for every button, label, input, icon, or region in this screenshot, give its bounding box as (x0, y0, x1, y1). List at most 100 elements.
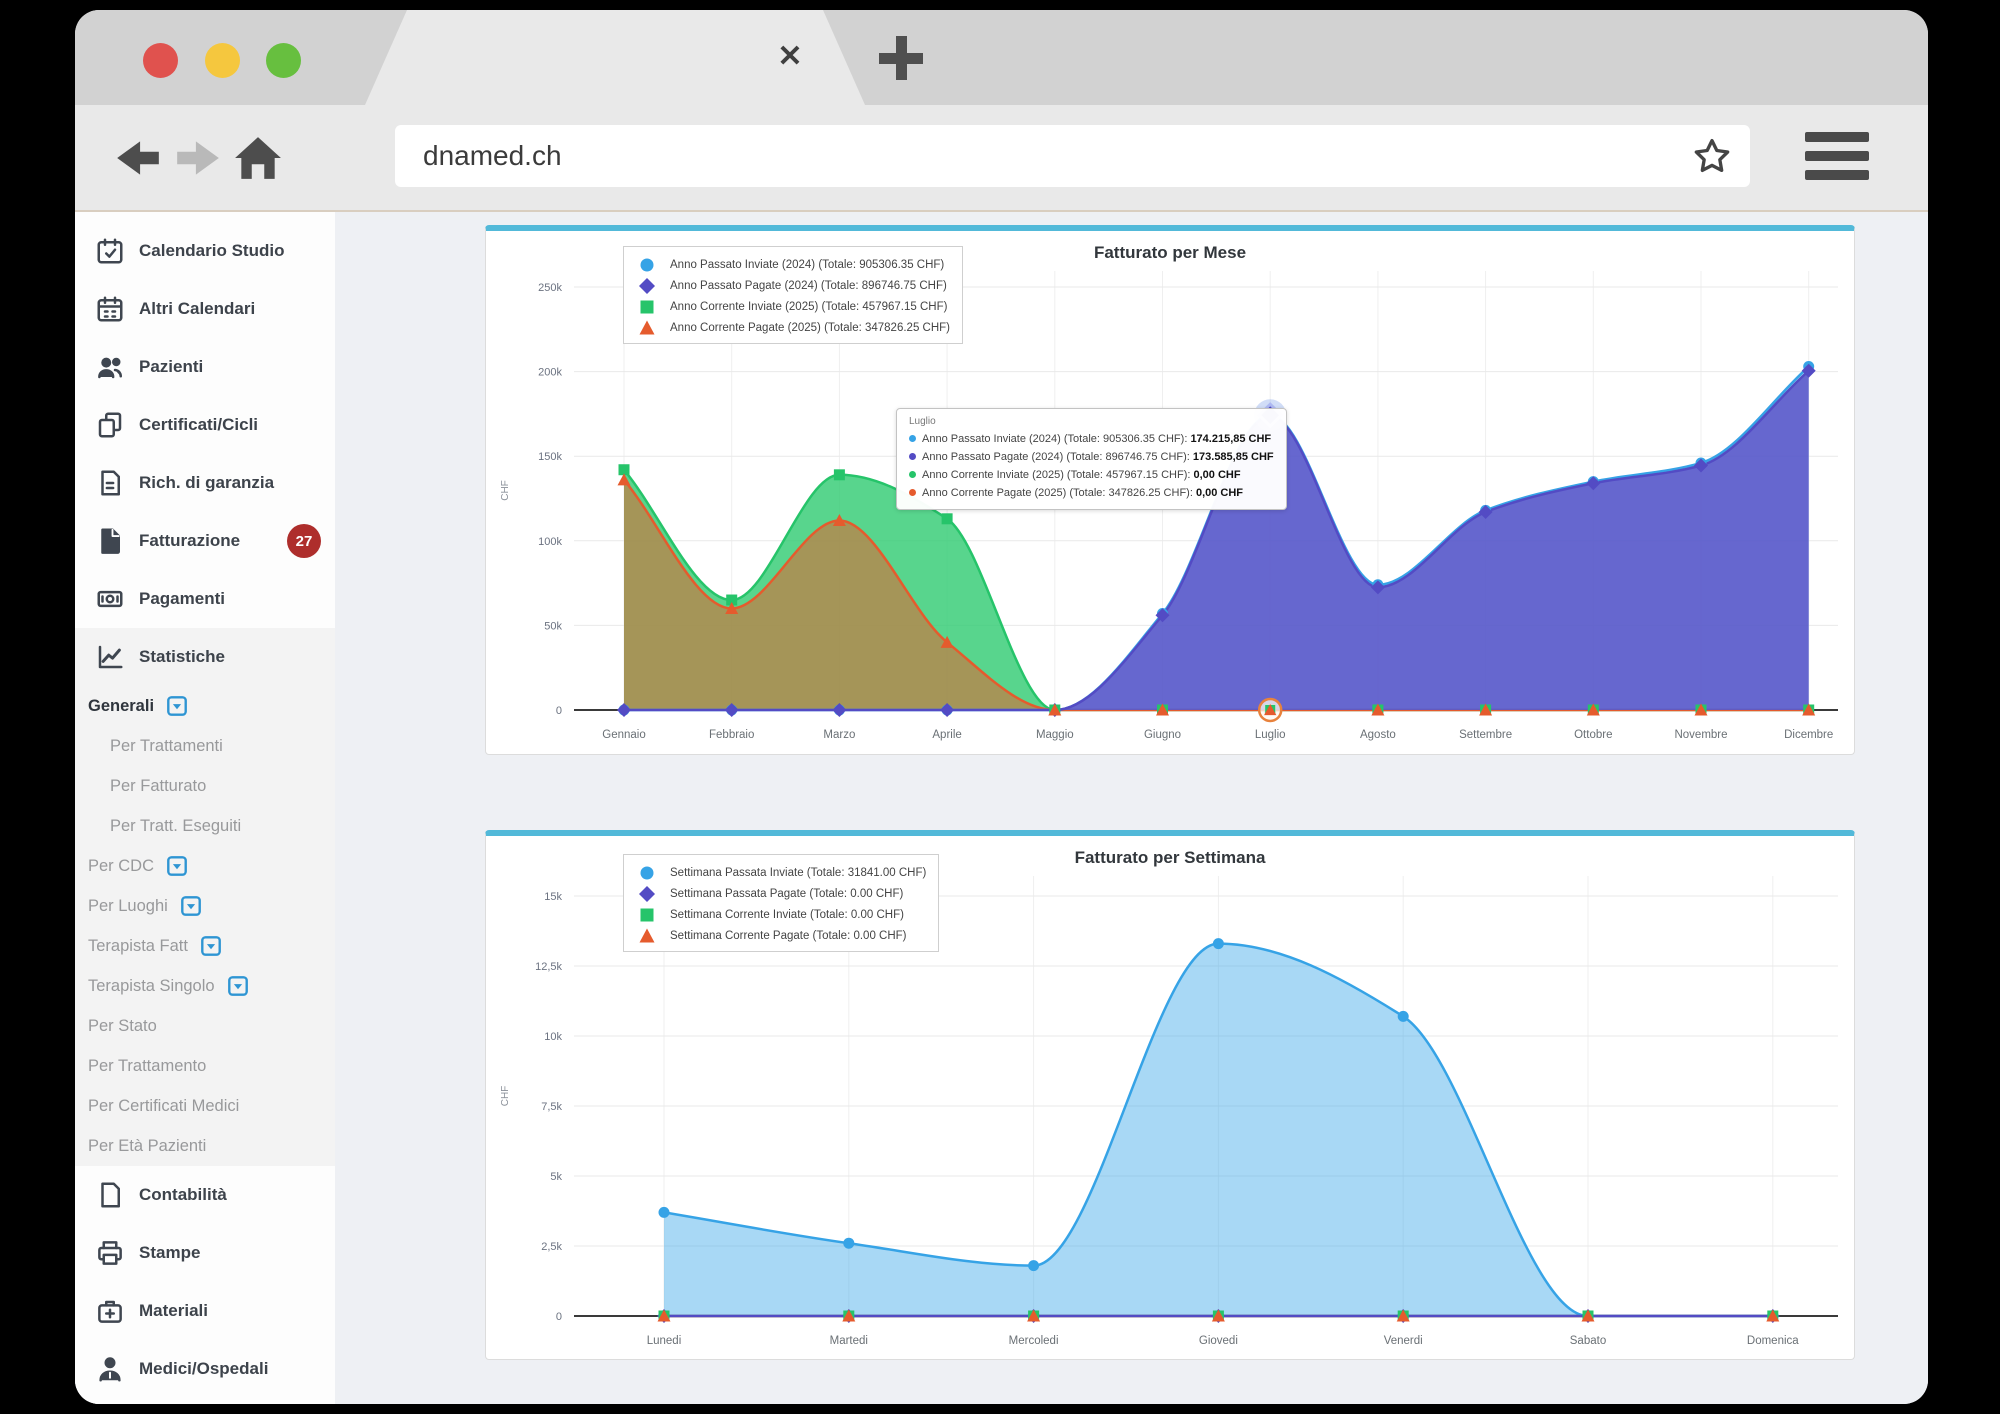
sidebar-item-generali[interactable]: Generali (75, 686, 335, 726)
menu-hamburger-icon[interactable] (1805, 132, 1869, 180)
sidebar-item-per-stato[interactable]: Per Stato (75, 1006, 335, 1046)
legend-item[interactable]: Settimana Passata Inviate (Totale: 31841… (632, 862, 926, 883)
tooltip-value: 0,00 CHF (1193, 469, 1241, 481)
file-lines-icon (95, 468, 125, 498)
data-point-triangle[interactable] (1027, 1309, 1041, 1322)
sidebar-item-per-luoghi[interactable]: Per Luoghi (75, 886, 335, 926)
caret-square-down-icon[interactable] (227, 975, 249, 997)
data-point-circle[interactable] (658, 1206, 670, 1218)
sidebar-item-per-trattamento[interactable]: Per Trattamento (75, 1046, 335, 1086)
data-point-triangle[interactable] (617, 473, 631, 486)
data-point-triangle[interactable] (1766, 1309, 1780, 1322)
data-point-triangle[interactable] (842, 1309, 856, 1322)
data-point-triangle[interactable] (725, 601, 739, 614)
data-point-triangle[interactable] (1264, 704, 1277, 715)
sidebar-item-per-cdc[interactable]: Per CDC (75, 846, 335, 886)
data-point-triangle[interactable] (1694, 703, 1708, 716)
back-icon[interactable] (113, 133, 163, 183)
sidebar-item-altri-calendari[interactable]: Altri Calendari (75, 280, 335, 338)
tab-close-icon[interactable]: ✕ (777, 40, 803, 73)
legend-item[interactable]: Anno Corrente Pagate (2025) (Totale: 347… (632, 317, 950, 338)
sidebar-item-statistiche[interactable]: Statistiche (75, 628, 335, 686)
data-point-diamond[interactable] (1155, 608, 1170, 623)
sidebar-item-fatturazione[interactable]: Fatturazione 27 (75, 512, 335, 570)
minimize-window-button[interactable] (205, 43, 240, 78)
bookmark-star-icon[interactable] (1692, 136, 1732, 176)
legend-item[interactable]: Anno Corrente Inviate (2025) (Totale: 45… (632, 296, 950, 317)
data-point-diamond[interactable] (639, 885, 655, 902)
legend-item[interactable]: Anno Passato Pagate (2024) (Totale: 8967… (632, 275, 950, 296)
sidebar-item-per-fatturato[interactable]: Per Fatturato (75, 766, 335, 806)
data-point-triangle[interactable] (940, 635, 954, 648)
close-window-button[interactable] (143, 43, 178, 78)
data-point-square[interactable] (640, 908, 654, 921)
data-point-triangle[interactable] (1396, 1309, 1410, 1322)
legend-item[interactable]: Settimana Corrente Pagate (Totale: 0.00 … (632, 925, 926, 946)
caret-square-down-icon[interactable] (166, 695, 188, 717)
data-point-diamond[interactable] (1370, 580, 1385, 595)
forward-icon[interactable] (173, 133, 223, 183)
sidebar-item-pagamenti[interactable]: Pagamenti (75, 570, 335, 628)
data-point-triangle[interactable] (639, 928, 655, 942)
data-point-diamond[interactable] (832, 703, 847, 717)
url-bar[interactable]: dnamed.ch (395, 125, 1750, 187)
legend-item[interactable]: Settimana Corrente Inviate (Totale: 0.00… (632, 904, 926, 925)
sidebar-item-per-certificati-medici[interactable]: Per Certificati Medici (75, 1086, 335, 1126)
sidebar-item-stampe[interactable]: Stampe (75, 1224, 335, 1282)
data-point-circle[interactable] (1397, 1010, 1409, 1022)
maximize-window-button[interactable] (266, 43, 301, 78)
data-point-triangle[interactable] (1581, 1309, 1595, 1322)
sidebar-item-medici-ospedali[interactable]: Medici/Ospedali (75, 1340, 335, 1398)
browser-tab[interactable]: ✕ (365, 10, 865, 105)
fatturato-per-mese-chart[interactable]: CHF 250k 200k 150k 100k 50k 0 Gennaio Febbraio Ma… (486, 231, 1856, 761)
legend-item[interactable]: Anno Passato Inviate (2024) (Totale: 905… (632, 254, 950, 275)
data-point-triangle[interactable] (1211, 1309, 1225, 1322)
data-point-square[interactable] (618, 464, 630, 476)
sidebar-item-materiali[interactable]: Materiali (75, 1282, 335, 1340)
data-point-diamond[interactable] (940, 703, 955, 717)
data-point-triangle[interactable] (657, 1309, 671, 1322)
sidebar-item-rich-di-garanzia[interactable]: Rich. di garanzia (75, 454, 335, 512)
home-icon[interactable] (233, 133, 283, 183)
caret-square-down-icon[interactable] (200, 935, 222, 957)
data-point-square[interactable] (833, 469, 845, 481)
data-point-triangle[interactable] (1586, 703, 1600, 716)
sidebar-item-pazienti[interactable]: Pazienti (75, 338, 335, 396)
sidebar-item-per-trattamenti[interactable]: Per Trattamenti (75, 726, 335, 766)
new-tab-button[interactable] (875, 32, 927, 84)
data-point-diamond[interactable] (639, 277, 655, 294)
data-point-square[interactable] (726, 594, 738, 606)
data-point-square[interactable] (640, 300, 654, 313)
data-point-diamond[interactable] (617, 703, 631, 717)
data-point-circle[interactable] (1212, 938, 1224, 950)
data-point-diamond[interactable] (1478, 505, 1493, 520)
sidebar-item-certificati-cicli[interactable]: Certificati/Cicli (75, 396, 335, 454)
data-point-circle[interactable] (640, 258, 654, 271)
fatturato-per-settimana-chart[interactable]: CHF 15k 12,5k 10k 7,5k 5k 2,5k 0 Lunedi Martedi Me… (486, 836, 1856, 1366)
sidebar-item-per-tratt-eseguiti[interactable]: Per Tratt. Eseguiti (75, 806, 335, 846)
sidebar-item-terapista-singolo[interactable]: Terapista Singolo (75, 966, 335, 1006)
data-point-circle[interactable] (640, 866, 654, 879)
data-point-diamond[interactable] (1801, 363, 1816, 378)
sidebar-item-label: Per CDC (88, 856, 155, 875)
data-point-diamond[interactable] (1586, 476, 1601, 491)
data-point-diamond[interactable] (1694, 458, 1708, 473)
data-point-triangle[interactable] (832, 513, 846, 526)
caret-square-down-icon[interactable] (166, 855, 188, 877)
data-point-triangle[interactable] (639, 320, 655, 334)
data-point-triangle[interactable] (1479, 703, 1493, 716)
data-point-triangle[interactable] (1048, 703, 1062, 716)
data-point-circle[interactable] (1028, 1260, 1040, 1272)
legend-item[interactable]: Settimana Passata Pagate (Totale: 0.00 C… (632, 883, 926, 904)
sidebar-item-per-eta-pazienti[interactable]: Per Età Pazienti (75, 1126, 335, 1166)
caret-square-down-icon[interactable] (180, 895, 202, 917)
sidebar-item-calendario-studio[interactable]: Calendario Studio (75, 222, 335, 280)
data-point-square[interactable] (941, 513, 953, 525)
data-point-diamond[interactable] (724, 703, 739, 717)
data-point-circle[interactable] (843, 1237, 855, 1249)
sidebar-item-contabilita[interactable]: Contabilità (75, 1166, 335, 1224)
data-point-triangle[interactable] (1802, 703, 1816, 716)
sidebar-item-terapista-fatt[interactable]: Terapista Fatt (75, 926, 335, 966)
data-point-triangle[interactable] (1156, 703, 1169, 716)
data-point-triangle[interactable] (1371, 703, 1385, 716)
